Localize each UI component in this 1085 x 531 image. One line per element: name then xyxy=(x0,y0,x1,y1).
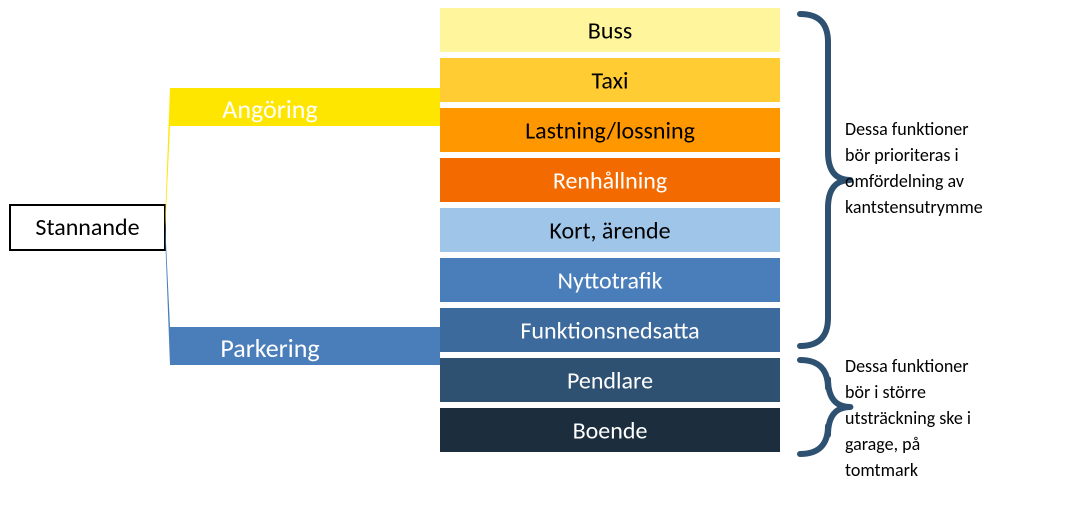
connector-root-angoring xyxy=(165,88,170,234)
leaf-label-parkering-1: Nyttotrafik xyxy=(558,267,663,296)
bracket-bottom-note: Dessa funktioner bör i större utsträckning… xyxy=(845,355,971,481)
bracket-bottom-note-line-0: Dessa funktioner xyxy=(845,355,969,377)
bracket-top-note-line-1: bör prioriteras i xyxy=(845,144,959,166)
branch-label-angoring: Angöring xyxy=(222,93,317,125)
bracket-bottom-note-line-4: tomtmark xyxy=(845,459,918,481)
bracket-top-note-line-2: omfördelning av xyxy=(845,170,964,192)
leaf-label-parkering-4: Boende xyxy=(573,417,648,446)
bracket-top-note-line-3: kantstensutrymme xyxy=(845,196,983,218)
leaf-label-angoring-3: Renhållning xyxy=(553,167,667,196)
connector-root-parkering xyxy=(165,222,170,366)
bracket-top-note-line-0: Dessa funktioner xyxy=(845,118,969,140)
leaf-label-parkering-3: Pendlare xyxy=(567,367,653,396)
branch-label-parkering: Parkering xyxy=(220,332,319,364)
hierarchy-diagram: Stannande Angöring Buss Taxi Lastning/lossni… xyxy=(0,0,1085,531)
bracket-bottom-note-line-3: garage, på xyxy=(845,433,920,455)
bracket-bottom xyxy=(800,360,850,454)
leaf-label-parkering-2: Funktionsnedsatta xyxy=(520,317,699,346)
leaf-label-parkering-0: Kort, ärende xyxy=(549,217,670,246)
leaf-label-angoring-1: Taxi xyxy=(592,67,629,96)
bracket-top-note: Dessa funktioner bör prioriteras i omförde… xyxy=(845,118,983,218)
root-label: Stannande xyxy=(35,213,139,242)
bracket-bottom-note-line-2: utsträckning ske i xyxy=(845,407,971,429)
leaf-label-angoring-2: Lastning/lossning xyxy=(525,117,695,146)
leaf-label-angoring-0: Buss xyxy=(588,17,632,46)
bracket-top xyxy=(800,14,850,346)
bracket-bottom-note-line-1: bör i större xyxy=(845,381,926,403)
